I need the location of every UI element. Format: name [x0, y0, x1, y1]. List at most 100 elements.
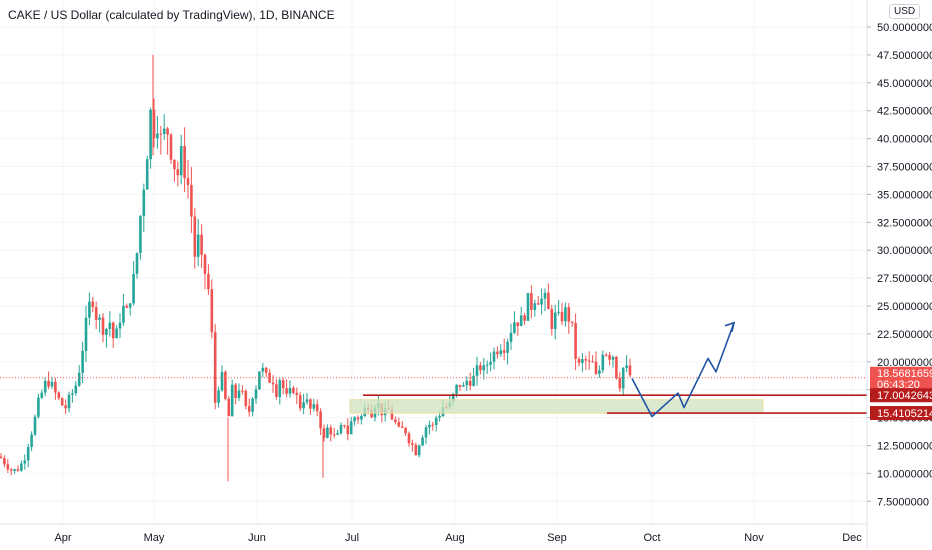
candle-body	[179, 146, 183, 176]
candle-body	[26, 446, 30, 461]
candle-body	[472, 375, 475, 386]
candle-body	[346, 425, 350, 435]
candle-body	[111, 322, 115, 339]
candle-body	[407, 433, 411, 444]
candle-body	[190, 184, 193, 217]
support-zone[interactable]	[349, 399, 764, 414]
candle-body	[149, 109, 152, 160]
candle-body	[587, 360, 591, 362]
candle-body	[74, 385, 78, 394]
candle-body	[278, 380, 282, 397]
candle-body	[173, 159, 176, 170]
y-tick-label: 25.0000000	[877, 301, 932, 313]
candle-body	[237, 390, 241, 398]
candle-body	[207, 273, 210, 290]
candle-body	[50, 381, 54, 387]
candle-body	[288, 387, 292, 394]
candle-body	[186, 178, 190, 185]
candle-body	[458, 384, 462, 387]
y-tick-label: 27.5000000	[877, 273, 932, 285]
candle-body	[424, 427, 428, 438]
candle-body	[584, 359, 588, 361]
candle-body	[502, 350, 506, 353]
candle-body	[30, 434, 33, 447]
price-axis[interactable]: 50.0000000 47.5000000 45.0000000 42.5000000…	[866, 0, 932, 550]
y-tick-label: 12.5000000	[877, 441, 932, 453]
candle-body	[489, 361, 492, 365]
currency-label: USD	[894, 6, 916, 17]
candle-body	[621, 367, 625, 389]
y-tick-label: 35.0000000	[877, 189, 932, 201]
candle-body	[509, 332, 513, 342]
x-tick-label: Aug	[445, 532, 465, 544]
candle-body	[213, 332, 217, 403]
candle-body	[475, 365, 479, 376]
x-tick-label: Jun	[248, 532, 266, 544]
candle-body	[88, 301, 91, 318]
candle-body	[71, 393, 74, 395]
candle-body	[115, 328, 118, 339]
candle-body	[101, 317, 105, 335]
current-price-tag	[870, 366, 932, 391]
candle-body	[332, 434, 336, 436]
candle-body	[23, 460, 27, 464]
x-tick-label: Dec	[842, 532, 862, 544]
candle-body	[591, 361, 594, 363]
candle-body	[6, 464, 10, 470]
candle-body	[523, 315, 526, 321]
candle-body	[244, 390, 248, 407]
candle-body	[13, 469, 16, 471]
candle-body	[315, 404, 319, 412]
candle-body	[230, 384, 234, 417]
chart-title: CAKE / US Dollar (calculated by TradingV…	[8, 8, 335, 22]
candle-body	[196, 234, 200, 257]
candle-body	[251, 398, 254, 412]
candle-body	[336, 433, 339, 435]
candle-body	[312, 404, 316, 409]
candle-body	[482, 365, 486, 371]
candle-body	[543, 292, 547, 299]
candle-body	[217, 390, 220, 403]
candle-body	[479, 365, 482, 371]
candle-body	[496, 351, 499, 355]
candle-body	[411, 443, 414, 445]
candle-body	[152, 109, 156, 139]
candle-body	[37, 397, 40, 417]
candle-body	[417, 445, 421, 456]
y-tick-label: 37.5000000	[877, 162, 932, 174]
candle-body	[547, 292, 550, 310]
currency-badge[interactable]: USD	[889, 4, 921, 19]
candle-body	[519, 315, 523, 326]
candle-body	[309, 399, 312, 409]
candle-body	[43, 380, 47, 393]
candle-body	[530, 293, 533, 310]
candle-body	[156, 133, 159, 139]
candle-body	[615, 356, 618, 379]
candle-body	[169, 134, 173, 160]
candle-body	[492, 351, 496, 362]
candle-body	[550, 309, 554, 329]
candle-body	[343, 425, 346, 427]
candle-body	[220, 371, 224, 391]
candle-body	[295, 392, 299, 395]
candle-body	[397, 422, 401, 427]
candle-body	[125, 305, 129, 308]
candle-body	[499, 350, 503, 355]
candle-body	[227, 398, 231, 417]
candle-body	[465, 380, 469, 386]
candle-body	[203, 254, 207, 274]
time-axis[interactable]: Apr May Jun Jul Aug Sep Oct Nov Dec	[0, 523, 867, 544]
x-tick-label: Nov	[744, 532, 764, 544]
candle-body	[3, 458, 6, 465]
forecast-path[interactable]	[631, 322, 735, 418]
candle-body	[574, 322, 577, 359]
candle-body	[285, 388, 288, 394]
x-tick-label: Apr	[54, 532, 71, 544]
drawings-layer[interactable]	[0, 321, 867, 418]
candle-body	[281, 380, 285, 389]
candle-body	[455, 384, 458, 394]
y-tick-label: 10.0000000	[877, 468, 932, 480]
candle-body	[421, 437, 424, 446]
